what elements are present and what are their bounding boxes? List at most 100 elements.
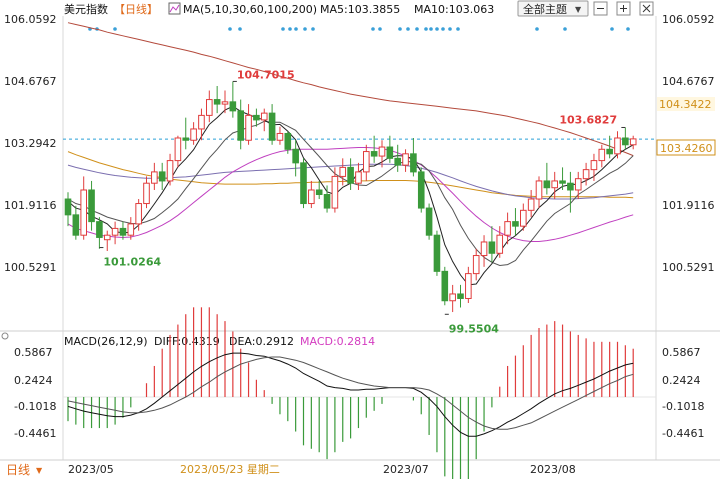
pane-toggle-icon[interactable] [1, 332, 9, 340]
event-dot[interactable] [371, 27, 375, 31]
close-button[interactable] [639, 1, 654, 16]
event-dot[interactable] [429, 27, 433, 31]
period-select-label: 日线 [6, 463, 30, 477]
macd-title: MACD(26,12,9) [64, 335, 148, 348]
price-tick-label-right: 104.6767 [662, 75, 715, 88]
event-dot[interactable] [311, 27, 315, 31]
candle-body [386, 146, 394, 159]
candle-body [598, 148, 606, 162]
candle-body [229, 101, 237, 112]
event-dot[interactable] [303, 27, 307, 31]
annotation-label: 103.6827 [559, 113, 617, 126]
candle-body [323, 194, 331, 209]
ma-params-label: MA(5,10,30,60,100,200) [183, 3, 317, 16]
candle-body [72, 214, 80, 236]
candle-body [551, 180, 559, 189]
candle-body [315, 189, 323, 196]
macd-tick-label-right: 0.2424 [662, 374, 701, 387]
candle-body [260, 112, 268, 121]
macd-tick-label: -0.4461 [14, 427, 56, 440]
event-dot[interactable] [424, 27, 428, 31]
event-dot[interactable] [415, 27, 419, 31]
ma-right-value-tag: 104.3422 [657, 97, 715, 111]
instrument-title: 美元指数 [64, 2, 108, 16]
candle-body [292, 148, 299, 164]
event-dot[interactable] [288, 27, 292, 31]
chevron-down-icon: ▼ [575, 5, 582, 14]
price-annotations: 104.7015 101.0264 99.5504 103.6827 [99, 68, 626, 335]
event-dot[interactable] [406, 27, 410, 31]
event-dot[interactable] [456, 27, 460, 31]
price-tick-label-right: 100.5291 [662, 261, 715, 274]
event-dot[interactable] [228, 27, 232, 31]
event-dot[interactable] [435, 27, 439, 31]
theme-select-button[interactable]: 全部主题 ▼ [517, 0, 589, 17]
candle-body [253, 114, 260, 121]
event-dot[interactable] [448, 27, 452, 31]
candle-body [339, 166, 347, 177]
candle-body [606, 148, 613, 155]
zoom-out-button[interactable] [593, 1, 608, 16]
event-dot[interactable] [398, 27, 402, 31]
candle-body [308, 189, 315, 205]
candle-body [158, 171, 166, 182]
candle-body [119, 227, 127, 236]
zoom-in-button[interactable] [616, 1, 631, 16]
date-label-cursor: 2023/05/23 星期二 [180, 463, 280, 476]
event-dot[interactable] [610, 27, 614, 31]
candle-body [355, 171, 362, 184]
dea-line [67, 356, 634, 430]
event-dot[interactable] [281, 27, 285, 31]
candle-body [590, 160, 598, 171]
price-tick-label-right: 101.9116 [662, 199, 715, 212]
candle-body [504, 221, 511, 236]
candle-body [111, 227, 119, 236]
period-tag[interactable]: 【日线】 [114, 2, 158, 16]
diff-line [67, 352, 634, 437]
candle-body [488, 241, 496, 254]
macd-value: MACD:0.2814 [300, 335, 375, 348]
candle-body [614, 137, 621, 155]
event-dot[interactable] [535, 27, 539, 31]
candle-body [394, 157, 401, 166]
macd-tick-label: 0.2424 [14, 374, 53, 387]
candle-body [88, 189, 95, 223]
event-dot[interactable] [294, 27, 298, 31]
candle-body [331, 175, 339, 209]
candle-body [417, 171, 425, 209]
event-dot[interactable] [238, 27, 242, 31]
candle-body [127, 223, 135, 236]
price-tick-label-right: 106.0592 [662, 13, 715, 26]
candle-body [198, 114, 205, 130]
current-price-tag: 103.4260 [656, 139, 716, 156]
macd-axis: 0.5867 0.2424 -0.1018 -0.4461 0.5867 0.2… [14, 346, 704, 440]
candle-body [567, 182, 574, 191]
candle-body [182, 137, 190, 141]
date-label: 2023/08 [530, 463, 576, 476]
event-dot[interactable] [626, 27, 630, 31]
candle-body [520, 209, 527, 227]
candle-body [512, 221, 519, 227]
candle-body [206, 99, 213, 116]
candle-body [582, 169, 590, 180]
event-dot[interactable] [113, 27, 117, 31]
event-dot[interactable] [441, 27, 445, 31]
ma10-line [67, 120, 634, 267]
theme-select-label: 全部主题 [523, 2, 567, 16]
period-select-button[interactable]: 日线 ▼ [6, 463, 43, 477]
candle-body [143, 182, 150, 205]
event-dot[interactable] [378, 27, 382, 31]
candle-body [190, 128, 197, 141]
macd-tick-label: -0.1018 [14, 400, 56, 413]
event-dot[interactable] [563, 27, 567, 31]
macd-tick-label: 0.5867 [14, 346, 53, 359]
candle-body [496, 234, 504, 254]
candle-body [622, 137, 629, 146]
price-tick-label: 106.0592 [4, 13, 57, 26]
candle-body [300, 162, 307, 205]
candle-body [527, 198, 535, 211]
annotation-label: 101.0264 [103, 256, 161, 269]
candle-body [535, 180, 543, 200]
candle-body [135, 203, 142, 225]
